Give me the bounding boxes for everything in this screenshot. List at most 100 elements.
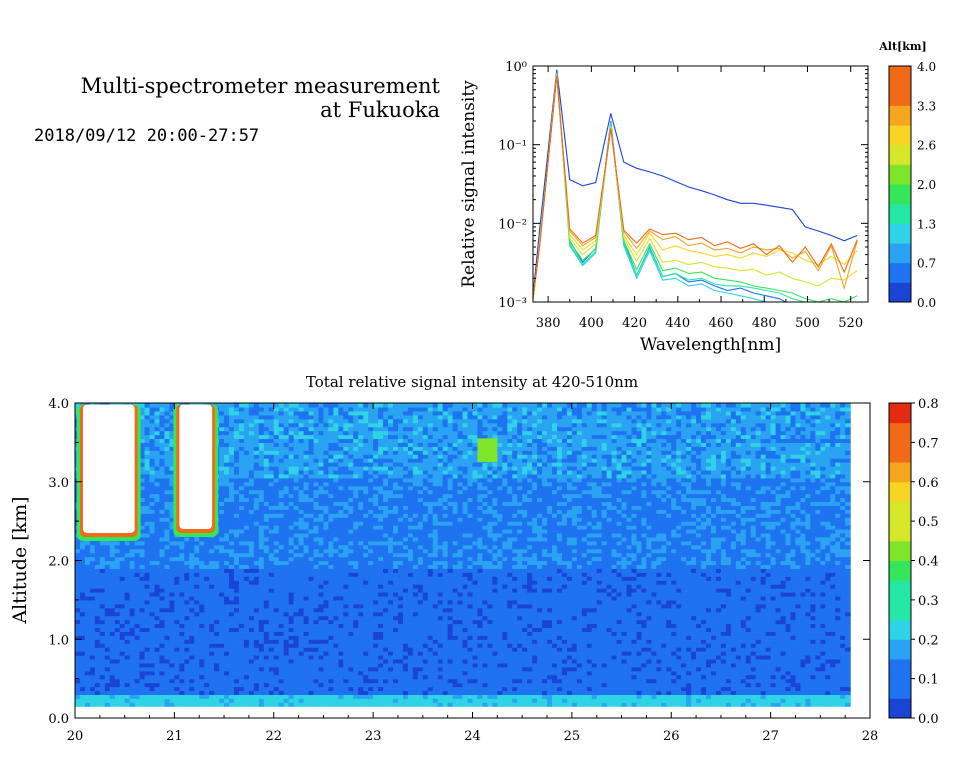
heatmap-cell — [278, 631, 285, 636]
heatmap-cell — [243, 686, 250, 692]
heatmap-cell — [303, 576, 310, 581]
heatmap-cell — [358, 686, 364, 692]
heatmap-cell — [328, 414, 334, 420]
heatmap-cell — [154, 529, 161, 534]
heatmap-cell — [378, 418, 384, 424]
heatmap-cell — [124, 651, 131, 656]
heatmap-cell — [75, 544, 81, 550]
heatmap-cell — [229, 505, 235, 510]
heatmap-cell — [219, 592, 225, 597]
heatmap-cell — [338, 509, 344, 514]
heatmap-cell — [333, 682, 339, 688]
heatmap-cell — [154, 513, 161, 518]
heatmap-cell — [353, 430, 359, 436]
heatmap-cell — [273, 690, 280, 695]
heatmap-cell — [129, 639, 136, 644]
heatmap-cell — [348, 548, 354, 554]
heatmap-cell — [154, 651, 161, 656]
heatmap-cell — [268, 434, 275, 440]
heatmap-cell — [84, 548, 91, 554]
heatmap-cell — [308, 517, 315, 522]
heatmap-cell — [368, 458, 374, 463]
heatmap-cell — [219, 572, 225, 577]
heatmap-cell — [229, 631, 235, 636]
heatmap-cell — [75, 674, 81, 680]
heatmap-cell — [343, 623, 349, 629]
heatmap-cell — [75, 690, 81, 695]
heatmap-cell — [283, 458, 290, 463]
heatmap-cell — [288, 418, 295, 424]
heatmap-cell — [268, 544, 275, 550]
heatmap-cell — [248, 690, 255, 695]
heatmap-cell — [129, 595, 136, 601]
heatmap-cell — [253, 544, 260, 550]
heatmap-cell — [169, 438, 175, 443]
heatmap-cell — [154, 481, 161, 487]
heatmap-cell — [219, 686, 225, 692]
heatmap-cell — [134, 690, 141, 695]
heatmap-cell — [179, 690, 185, 695]
heatmap-cell — [273, 410, 280, 416]
heatmap-cell — [134, 666, 141, 672]
heatmap-cell — [368, 670, 374, 676]
heatmap-cell — [224, 466, 230, 471]
heatmap-cell — [268, 477, 275, 483]
heatmap-cell — [268, 481, 275, 487]
altitude-colorbar-frame — [888, 65, 912, 303]
heatmap-cell — [378, 544, 384, 550]
heatmap-cell — [99, 564, 106, 569]
heatmap-cell — [243, 536, 250, 542]
heatmap-cell — [323, 505, 330, 510]
heatmap-cell — [79, 698, 86, 703]
heatmap-cell — [229, 477, 235, 483]
heatmap-cell — [214, 544, 220, 550]
heatmap-cell — [99, 580, 106, 585]
heatmap-cell — [174, 694, 180, 699]
heatmap-cell — [174, 619, 180, 625]
heatmap-cell — [174, 631, 180, 636]
heatmap-cell — [243, 430, 250, 436]
heatmap-cell — [298, 595, 305, 601]
heatmap-cell — [378, 466, 384, 471]
heatmap-cell — [224, 568, 230, 573]
heatmap-cell — [94, 580, 101, 585]
heatmap-cell — [348, 698, 354, 703]
heatmap-cell — [283, 473, 290, 479]
heatmap-cell — [124, 674, 131, 680]
heatmap-cell — [358, 450, 364, 455]
heatmap-cell — [219, 580, 225, 585]
heatmap-cell — [303, 682, 310, 688]
heatmap-cell — [353, 595, 359, 601]
heatmap-cell — [144, 442, 151, 447]
heatmap-cell — [353, 426, 359, 432]
heatmap-cell — [129, 540, 136, 546]
heatmap-cell — [149, 690, 156, 695]
heatmap-cell — [169, 532, 175, 538]
heatmap-cell — [373, 643, 379, 648]
heatmap-cell — [238, 627, 245, 632]
heatmap-cell — [234, 509, 240, 514]
heatmap-cell — [358, 619, 364, 625]
heatmap-cell — [348, 536, 354, 542]
heatmap-cell — [373, 556, 379, 562]
heatmap-cell — [214, 548, 220, 554]
heatmap-cell — [258, 454, 265, 459]
heatmap-cell — [318, 469, 325, 475]
heatmap-cell — [368, 442, 374, 447]
heatmap-cell — [149, 662, 156, 668]
heatmap-cell — [164, 501, 171, 506]
heatmap-cell — [283, 674, 290, 680]
heatmap-cell — [328, 501, 334, 506]
heatmap-cell — [288, 572, 295, 577]
heatmap-cell — [263, 599, 270, 605]
heatmap-cell — [323, 666, 330, 672]
heatmap-cell — [343, 611, 349, 617]
heatmap-cell — [278, 627, 285, 632]
heatmap-cell — [343, 584, 349, 589]
heatmap-cell — [89, 544, 96, 550]
heatmap-cell — [214, 536, 220, 542]
heatmap-cell — [164, 639, 171, 644]
heatmap-cell — [124, 595, 131, 601]
heatmap-cell — [243, 481, 250, 487]
heatmap-cell — [248, 588, 255, 593]
